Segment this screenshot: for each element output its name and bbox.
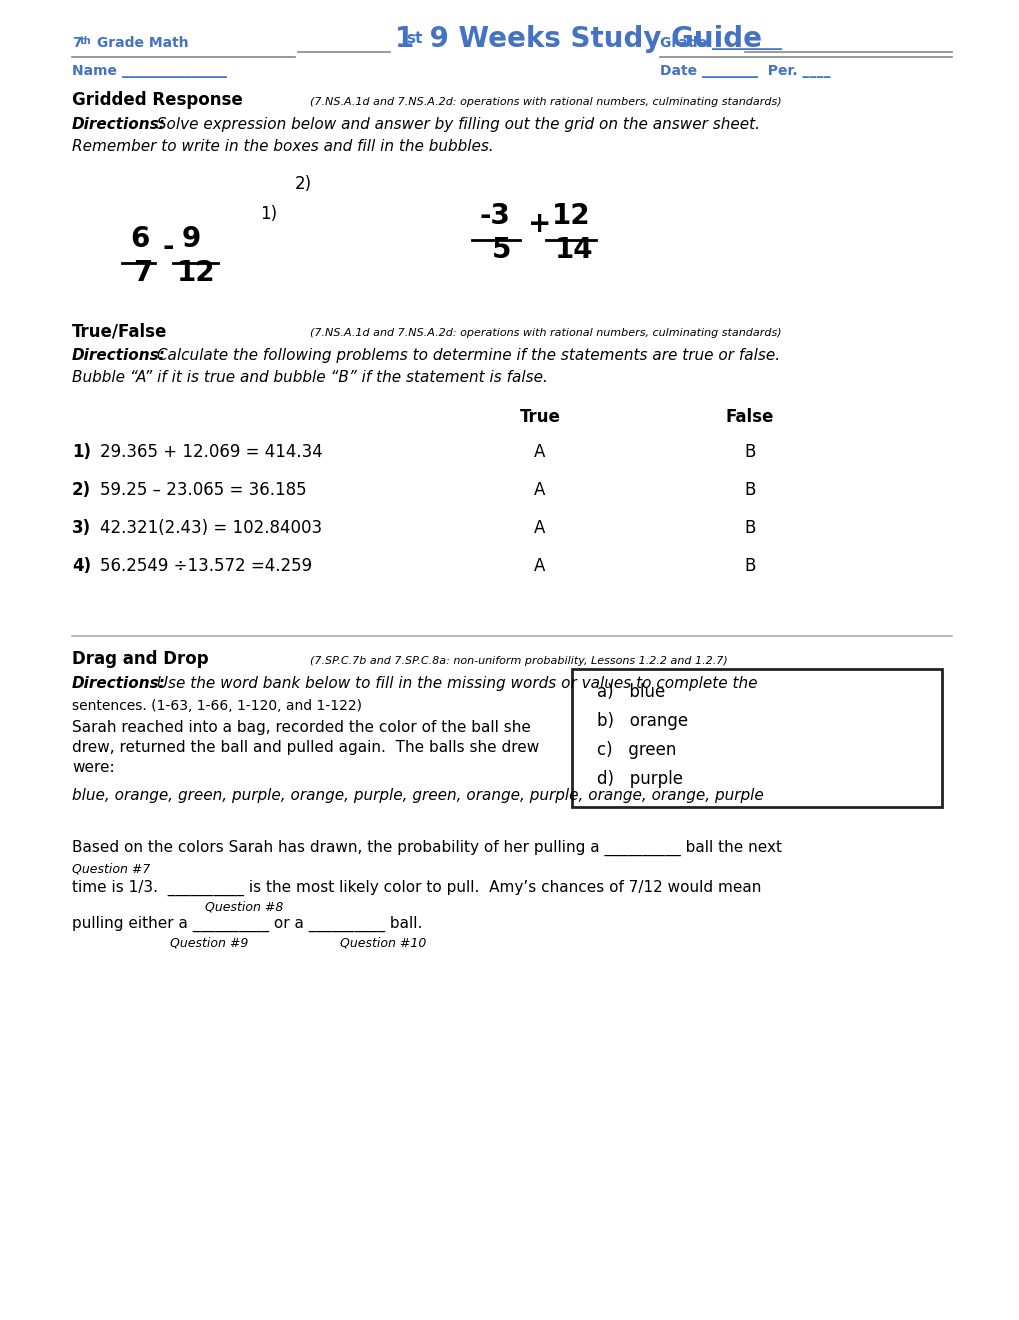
Text: False: False <box>726 408 773 426</box>
Text: drew, returned the ball and pulled again.  The balls she drew: drew, returned the ball and pulled again… <box>72 741 539 755</box>
Text: 59.25 – 23.065 = 36.185: 59.25 – 23.065 = 36.185 <box>100 480 307 499</box>
Text: pulling either a __________ or a __________ ball.: pulling either a __________ or a _______… <box>72 916 422 932</box>
Text: Based on the colors Sarah has drawn, the probability of her pulling a __________: Based on the colors Sarah has drawn, the… <box>72 840 782 857</box>
Text: 7: 7 <box>72 36 82 50</box>
Text: Sarah reached into a bag, recorded the color of the ball she: Sarah reached into a bag, recorded the c… <box>72 719 530 735</box>
Text: A: A <box>534 444 545 461</box>
Text: +: + <box>528 210 551 238</box>
Text: True/False: True/False <box>72 322 167 341</box>
Text: (7.NS.A.1d and 7.NS.A.2d: operations with rational numbers, culminating standard: (7.NS.A.1d and 7.NS.A.2d: operations wit… <box>310 96 781 107</box>
Text: B: B <box>744 519 755 537</box>
Text: Question #7: Question #7 <box>72 862 150 875</box>
Text: Name _______________: Name _______________ <box>72 63 226 78</box>
Text: blue, orange, green, purple, orange, purple, green, orange, purple, orange, oran: blue, orange, green, purple, orange, pur… <box>72 788 763 803</box>
Text: Directions:: Directions: <box>72 117 166 132</box>
Text: Remember to write in the boxes and fill in the bubbles.: Remember to write in the boxes and fill … <box>72 139 493 154</box>
Text: 5: 5 <box>491 236 511 264</box>
Text: b)   orange: b) orange <box>596 711 688 730</box>
Text: -3: -3 <box>480 202 511 230</box>
Text: 6: 6 <box>129 224 149 253</box>
Text: B: B <box>744 557 755 576</box>
Text: 1): 1) <box>72 444 91 461</box>
Text: Bubble “A” if it is true and bubble “B” if the statement is false.: Bubble “A” if it is true and bubble “B” … <box>72 370 547 385</box>
Text: -: - <box>163 234 174 261</box>
Text: (7.NS.A.1d and 7.NS.A.2d: operations with rational numbers, culminating standard: (7.NS.A.1d and 7.NS.A.2d: operations wit… <box>310 327 781 338</box>
Text: sentences. (1-63, 1-66, 1-120, and 1-122): sentences. (1-63, 1-66, 1-120, and 1-122… <box>72 700 362 713</box>
Text: 12: 12 <box>551 202 590 230</box>
Text: 9 Weeks Study Guide: 9 Weeks Study Guide <box>420 25 761 53</box>
Text: 56.2549 ÷13.572 =4.259: 56.2549 ÷13.572 =4.259 <box>100 557 312 576</box>
Text: a)   blue: a) blue <box>596 682 664 701</box>
Text: Calculate the following problems to determine if the statements are true or fals: Calculate the following problems to dete… <box>152 348 780 363</box>
Text: th: th <box>79 36 92 46</box>
Text: st: st <box>406 30 422 46</box>
Text: 1): 1) <box>260 205 277 223</box>
Text: 4): 4) <box>72 557 91 576</box>
Text: A: A <box>534 519 545 537</box>
Text: Directions:: Directions: <box>72 348 166 363</box>
Text: were:: were: <box>72 760 114 775</box>
Text: Question #10: Question #10 <box>339 936 426 949</box>
Text: Date ________  Per. ____: Date ________ Per. ____ <box>659 63 829 78</box>
Text: 12: 12 <box>177 259 215 286</box>
Text: A: A <box>534 557 545 576</box>
Text: Gridded Response: Gridded Response <box>72 91 243 110</box>
Text: d)   purple: d) purple <box>596 770 683 788</box>
Text: Question #9: Question #9 <box>170 936 249 949</box>
Text: Use the word bank below to fill in the missing words or values to complete the: Use the word bank below to fill in the m… <box>152 676 757 690</box>
Text: 7: 7 <box>132 259 152 286</box>
Text: 14: 14 <box>554 236 593 264</box>
Text: 3): 3) <box>72 519 91 537</box>
Bar <box>572 669 942 807</box>
Text: 2): 2) <box>72 480 91 499</box>
Text: A: A <box>534 480 545 499</box>
Text: B: B <box>744 444 755 461</box>
Text: 2): 2) <box>294 176 312 193</box>
Text: 42.321(2.43) = 102.84003: 42.321(2.43) = 102.84003 <box>100 519 322 537</box>
Text: True: True <box>519 408 559 426</box>
Text: Directions:: Directions: <box>72 676 166 690</box>
Text: Grade __________: Grade __________ <box>659 36 782 50</box>
Text: 29.365 + 12.069 = 414.34: 29.365 + 12.069 = 414.34 <box>100 444 322 461</box>
Text: Solve expression below and answer by filling out the grid on the answer sheet.: Solve expression below and answer by fil… <box>152 117 759 132</box>
Text: time is 1/3.  __________ is the most likely color to pull.  Amy’s chances of 7/1: time is 1/3. __________ is the most like… <box>72 880 760 896</box>
Text: Grade Math: Grade Math <box>92 36 189 50</box>
Text: B: B <box>744 480 755 499</box>
Text: Drag and Drop: Drag and Drop <box>72 649 209 668</box>
Text: (7.SP.C.7b and 7.SP.C.8a: non-uniform probability, Lessons 1.2.2 and 1.2.7): (7.SP.C.7b and 7.SP.C.8a: non-uniform pr… <box>310 656 727 667</box>
Text: 1: 1 <box>394 25 414 53</box>
Text: Question #8: Question #8 <box>205 900 283 913</box>
Text: 9: 9 <box>181 224 201 253</box>
Text: c)   green: c) green <box>596 741 676 759</box>
